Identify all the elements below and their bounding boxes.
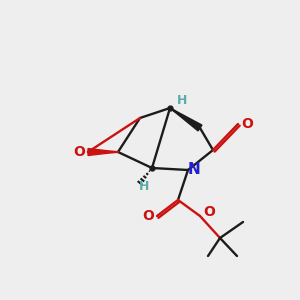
Text: O: O <box>142 209 154 223</box>
Text: N: N <box>188 163 200 178</box>
Text: O: O <box>73 145 85 159</box>
Polygon shape <box>88 148 118 155</box>
Polygon shape <box>170 108 202 131</box>
Text: H: H <box>139 179 149 193</box>
Text: O: O <box>241 117 253 131</box>
Text: O: O <box>203 205 215 219</box>
Text: H: H <box>177 94 187 106</box>
